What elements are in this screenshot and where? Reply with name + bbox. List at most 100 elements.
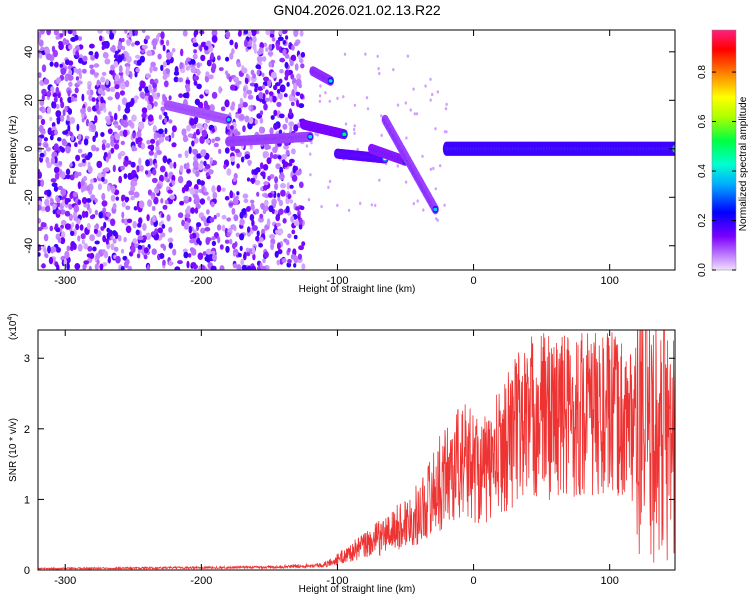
- spectrogram-noise-speck: [69, 116, 76, 124]
- spectrogram-noise-speck: [276, 101, 282, 107]
- spectrogram-noise-speck: [204, 74, 210, 83]
- spectrogram-noise-speck: [46, 106, 52, 114]
- spectrogram-noise-speck: [290, 73, 295, 80]
- spectrogram-noise-speck: [93, 63, 100, 68]
- spectrogram-noise-speck: [96, 108, 100, 114]
- spectrogram-noise-speck: [263, 184, 268, 191]
- spectrogram-noise-speck: [254, 87, 258, 93]
- spectrogram-noise-speck: [224, 195, 230, 201]
- spectrogram-noise-speck: [162, 44, 166, 52]
- spectrogram-noise-speck: [183, 195, 190, 201]
- spectrogram-noise-speck: [138, 217, 143, 225]
- spectrogram-noise-speck: [200, 41, 207, 48]
- spectrogram-noise-speck: [206, 209, 210, 215]
- spectrogram-noise-speck: [307, 198, 311, 202]
- spectrogram-noise-speck: [132, 132, 136, 139]
- spectrogram-noise-speck: [206, 59, 212, 67]
- spectrogram-noise-speck: [186, 57, 191, 62]
- spectrogram-noise-speck: [203, 45, 209, 51]
- spectrogram-noise-speck: [94, 51, 99, 59]
- spectrogram-noise-speck: [141, 30, 146, 34]
- spectrogram-noise-speck: [64, 105, 68, 112]
- spectrogram-noise-speck: [131, 42, 135, 47]
- spectrogram-noise-speck: [155, 140, 159, 147]
- spectrogram-noise-speck: [439, 164, 442, 168]
- spectrogram-noise-speck: [88, 94, 93, 102]
- spectrogram-noise-speck: [68, 203, 73, 210]
- spectrogram-noise-speck: [53, 96, 58, 103]
- spectrogram-noise-speck: [145, 159, 150, 167]
- spectrogram-noise-speck: [152, 168, 157, 176]
- spectrogram-noise-speck: [51, 182, 58, 188]
- spectrogram-noise-speck: [156, 92, 161, 98]
- spectrogram-noise-speck: [268, 205, 274, 213]
- spectrogram-noise-speck: [284, 69, 290, 78]
- spectrogram-noise-speck: [203, 123, 207, 131]
- spectrogram-noise-speck: [206, 196, 211, 201]
- spectrogram-noise-speck: [94, 198, 98, 204]
- spectrogram-noise-speck: [38, 115, 43, 120]
- spectrogram-noise-speck: [78, 162, 84, 168]
- spectrogram-noise-speck: [80, 233, 86, 240]
- spectrogram-noise-speck: [136, 130, 142, 139]
- spectrogram-noise-speck: [83, 138, 89, 146]
- spectrogram-noise-speck: [89, 234, 95, 242]
- spectrogram-noise-speck: [44, 198, 50, 207]
- spectrogram-noise-speck: [294, 63, 299, 71]
- spectrogram-noise-speck: [168, 95, 172, 101]
- spectrogram-noise-speck: [244, 115, 250, 123]
- spectrogram-noise-speck: [429, 98, 432, 102]
- spectrogram-noise-speck: [52, 92, 58, 98]
- spectrogram-noise-speck: [209, 157, 213, 162]
- spectrogram-noise-speck: [443, 203, 446, 207]
- spectrogram-noise-speck: [409, 108, 412, 112]
- spectrogram-noise-speck: [57, 237, 62, 243]
- spectrogram-noise-speck: [94, 224, 98, 230]
- spectrogram-noise-speck: [152, 82, 158, 89]
- spectrogram-noise-speck: [73, 216, 78, 222]
- spectrogram-noise-speck: [159, 253, 165, 259]
- spectrogram-noise-speck: [218, 67, 224, 72]
- spectrogram-noise-speck: [41, 88, 47, 96]
- spectrogram-noise-speck: [190, 66, 197, 74]
- spectrogram-noise-speck: [405, 136, 408, 140]
- spectrogram-noise-speck: [365, 96, 369, 100]
- spectrogram-noise-speck: [109, 32, 115, 40]
- spectrogram-noise-speck: [142, 223, 147, 231]
- spectrogram-noise-speck: [194, 98, 201, 106]
- spectrogram-noise-speck: [74, 87, 79, 94]
- spectrogram-noise-speck: [68, 44, 73, 50]
- spectrogram-noise-speck: [262, 151, 267, 159]
- spectrogram-noise-speck: [187, 218, 191, 223]
- spectrogram-noise-speck: [152, 66, 158, 72]
- spectrogram-noise-speck: [273, 109, 278, 117]
- spectrogram-noise-speck: [219, 265, 225, 270]
- spectrogram-noise-speck: [38, 31, 42, 39]
- spectrogram-noise-speck: [186, 168, 191, 174]
- spectrogram-noise-speck: [211, 185, 216, 193]
- spectrogram-x-axis: -300 -200 -100 0 100: [54, 30, 619, 287]
- spectrogram-noise-speck: [76, 123, 80, 132]
- spectrogram-noise-speck: [136, 165, 140, 173]
- spectrogram-noise-speck: [287, 193, 292, 200]
- spectrogram-noise-speck: [83, 243, 88, 250]
- spectrogram-noise-speck: [192, 160, 199, 168]
- spectrogram-noise-speck: [90, 178, 94, 184]
- spectrogram-noise-speck: [177, 212, 184, 219]
- spectrogram-noise-speck: [131, 180, 138, 187]
- spectrogram-noise-speck: [275, 82, 281, 87]
- spectrogram-noise-speck: [210, 265, 217, 270]
- spectrogram-noise-speck: [171, 131, 175, 139]
- spectrogram-noise-speck: [272, 154, 279, 160]
- spectrogram-noise-speck: [46, 90, 52, 98]
- colorbar-tick-label: 0.8: [697, 65, 708, 79]
- spectrogram-noise-speck: [273, 122, 279, 130]
- spectrogram-noise-speck: [91, 97, 96, 102]
- spectrogram-noise-speck: [261, 84, 266, 90]
- spectrogram-noise-speck: [90, 54, 96, 61]
- spectrogram-noise-speck: [223, 164, 227, 170]
- spectrogram-noise-speck: [232, 177, 237, 182]
- spectrogram-noise-speck: [288, 121, 295, 127]
- spectrogram-noise-speck: [133, 60, 138, 65]
- spectrogram-noise-speck: [121, 218, 125, 224]
